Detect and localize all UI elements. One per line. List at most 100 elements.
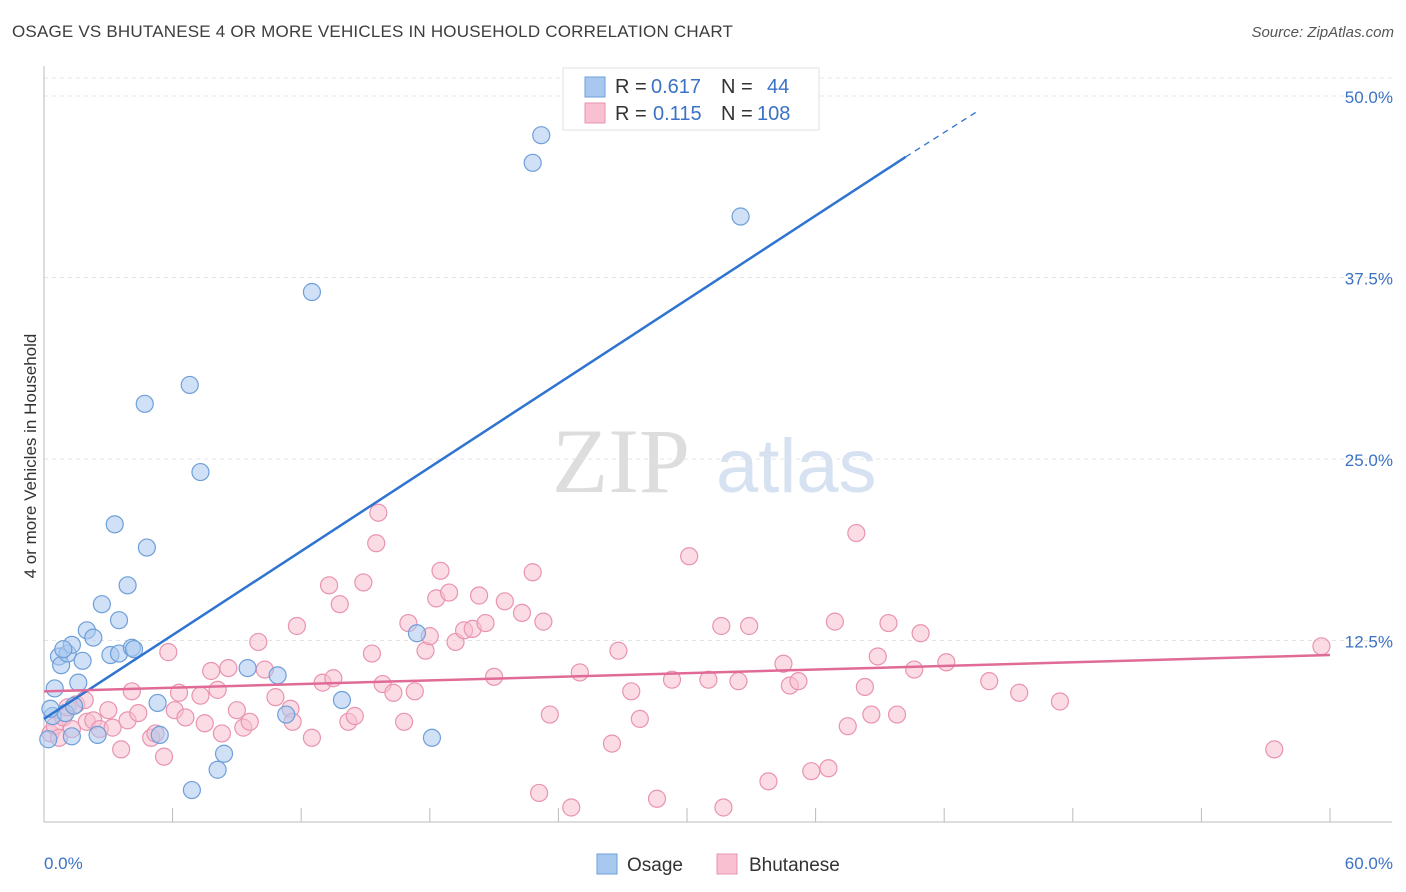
point-bhutanese <box>212 724 231 743</box>
point-bhutanese <box>495 592 514 611</box>
point-bhutanese <box>266 688 285 707</box>
point-osage <box>182 780 201 800</box>
point-osage <box>137 538 156 557</box>
trend-line-osage <box>43 155 907 720</box>
point-bhutanese <box>330 595 349 614</box>
point-bhutanese <box>394 712 414 731</box>
trend-lines <box>43 111 1331 720</box>
axes <box>43 66 1392 823</box>
point-bhutanese <box>195 714 214 733</box>
point-osage <box>45 679 64 698</box>
point-bhutanese <box>302 728 322 747</box>
point-bhutanese <box>1265 740 1284 759</box>
point-bhutanese <box>680 547 699 566</box>
trend-extension-osage <box>905 111 977 158</box>
legend-n-label-bhutanese: N = <box>721 103 753 125</box>
x-tick-labels: 0.0% 60.0% <box>44 854 1393 873</box>
point-bhutanese <box>154 747 174 766</box>
watermark-atlas: atlas <box>716 424 877 509</box>
point-bhutanese <box>249 632 268 652</box>
bottom-legend-label-bhutanese: Bhutanese <box>749 855 840 876</box>
point-osage <box>407 624 427 643</box>
point-osage <box>422 728 442 747</box>
point-bhutanese <box>103 718 122 737</box>
point-bhutanese <box>714 798 733 817</box>
legend-r-value-osage: 0.617 <box>651 76 701 98</box>
x-tick-label: 60.0% <box>1345 854 1393 873</box>
point-bhutanese <box>729 672 748 691</box>
point-bhutanese <box>534 612 553 631</box>
point-bhutanese <box>431 561 450 580</box>
legend-n-value-osage: 44 <box>767 76 789 98</box>
legend-swatch-osage <box>584 76 606 98</box>
point-osage <box>214 744 234 763</box>
point-osage <box>532 126 551 145</box>
point-bhutanese <box>630 709 649 729</box>
point-bhutanese <box>802 762 821 781</box>
bottom-legend-swatch-bhutanese <box>716 853 738 875</box>
point-osage <box>302 282 322 302</box>
point-bhutanese <box>469 586 489 605</box>
point-osage <box>39 730 58 749</box>
grid-lines <box>44 77 1392 641</box>
point-bhutanese <box>937 653 956 672</box>
point-bhutanese <box>287 616 307 636</box>
point-bhutanese <box>602 734 622 753</box>
point-bhutanese <box>699 670 718 689</box>
point-bhutanese <box>740 616 759 636</box>
point-bhutanese <box>1050 692 1070 711</box>
point-bhutanese <box>647 789 667 808</box>
bottom-legend: Osage Bhutanese <box>596 853 840 876</box>
point-bhutanese <box>362 644 382 663</box>
point-bhutanese <box>112 740 131 759</box>
point-osage <box>73 651 92 670</box>
point-bhutanese <box>774 654 793 673</box>
y-tick-label: 25.0% <box>1345 451 1393 470</box>
point-bhutanese <box>887 705 907 724</box>
point-bhutanese <box>202 661 221 681</box>
point-bhutanese <box>622 682 641 701</box>
point-osage <box>150 725 169 744</box>
point-bhutanese <box>354 573 373 592</box>
point-osage <box>92 595 111 614</box>
point-osage <box>238 658 257 678</box>
chart-title: OSAGE VS BHUTANESE 4 OR MORE VEHICLES IN… <box>12 22 734 41</box>
point-bhutanese <box>219 658 238 678</box>
point-osage <box>88 725 107 744</box>
point-osage <box>268 666 287 685</box>
point-bhutanese <box>345 706 364 726</box>
y-tick-label: 50.0% <box>1345 88 1393 107</box>
legend-box: R = 0.617 N = 44 R = 0.115 N = 108 <box>562 67 820 131</box>
watermark-zip: ZIP <box>552 410 690 512</box>
point-bhutanese <box>485 667 504 686</box>
point-osage <box>118 576 137 595</box>
y-tick-label: 12.5% <box>1345 633 1393 652</box>
point-osage <box>277 705 296 724</box>
source-label: Source: ZipAtlas.com <box>1251 24 1394 41</box>
legend-r-label-bhutanese: R = <box>615 103 647 125</box>
point-bhutanese <box>879 613 898 633</box>
point-osage <box>332 690 352 710</box>
point-bhutanese <box>862 705 881 724</box>
point-bhutanese <box>905 660 924 679</box>
point-bhutanese <box>208 680 227 699</box>
point-bhutanese <box>609 641 628 660</box>
point-bhutanese <box>476 613 495 633</box>
bottom-legend-label-osage: Osage <box>627 855 683 876</box>
point-bhutanese <box>319 576 339 595</box>
point-bhutanese <box>439 583 459 602</box>
point-bhutanese <box>191 686 210 705</box>
legend-swatch-bhutanese <box>584 102 606 124</box>
point-osage <box>191 462 210 482</box>
point-osage <box>208 760 227 779</box>
point-bhutanese <box>838 717 857 736</box>
y-tick-labels: 12.5% 25.0% 37.5% 50.0% <box>1345 88 1393 652</box>
point-osage <box>84 628 103 647</box>
point-osage <box>731 207 750 226</box>
point-bhutanese <box>540 705 559 724</box>
point-bhutanese <box>240 712 259 731</box>
point-bhutanese <box>159 643 178 662</box>
point-bhutanese <box>911 624 930 643</box>
point-bhutanese <box>868 647 887 666</box>
